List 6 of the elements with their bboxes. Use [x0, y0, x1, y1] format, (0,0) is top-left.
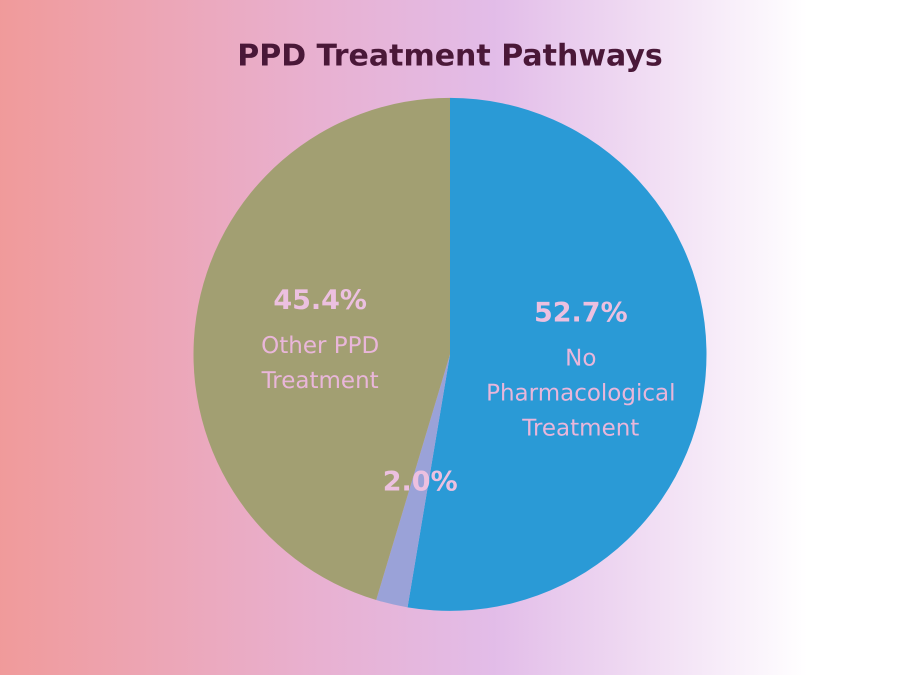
data-label: 45.4%	[273, 284, 367, 316]
data-label: 2.0%	[382, 466, 458, 498]
slice-label: Other PPD Treatment	[260, 332, 380, 394]
chart-title: PPD Treatment Pathways	[237, 38, 663, 74]
slice-label: No Pharmacological Treatment	[486, 345, 676, 442]
data-label: 52.7%	[534, 297, 628, 328]
